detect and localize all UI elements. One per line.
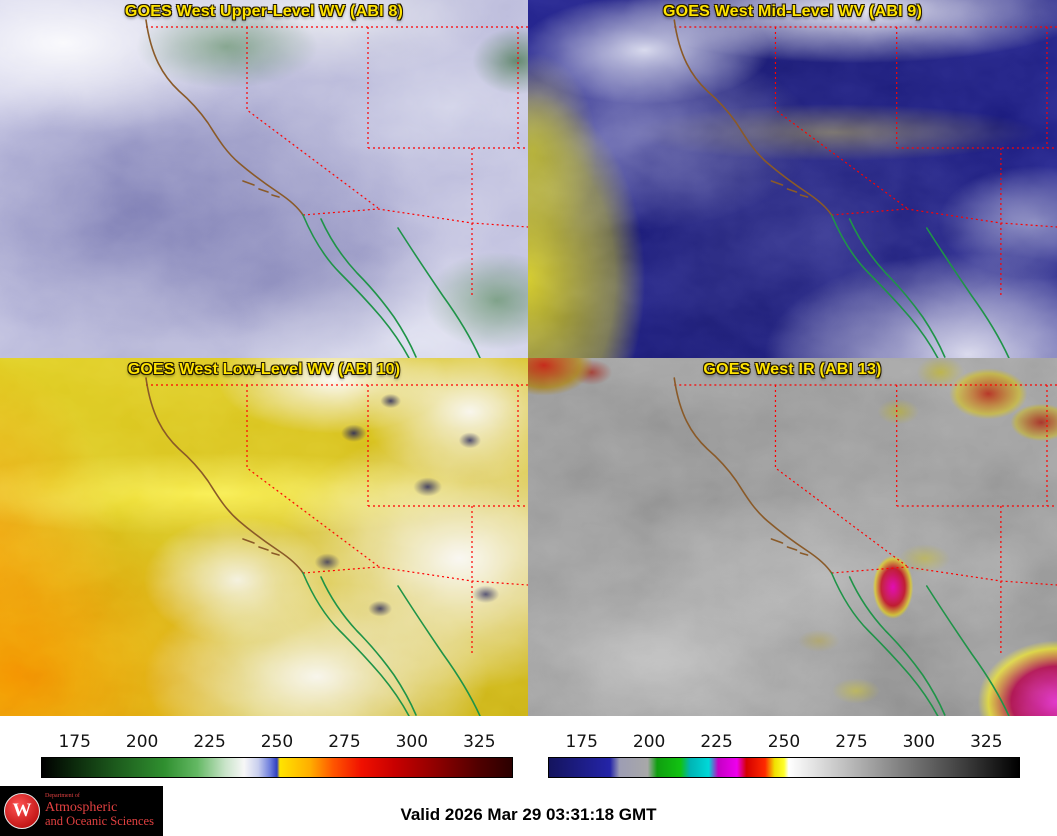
tick-label: 175 xyxy=(565,732,598,752)
tick-label: 250 xyxy=(260,732,294,752)
panel-title-abi9: GOES West Mid-Level WV (ABI 9) xyxy=(662,3,923,20)
uw-crest-icon: W xyxy=(4,793,40,829)
tick-label: 200 xyxy=(125,732,159,752)
tick-label: 200 xyxy=(632,732,666,752)
tick-label: 325 xyxy=(463,732,496,752)
colorbar-gradient-ir xyxy=(548,757,1020,778)
logo-name-line2: and Oceanic Sciences xyxy=(45,814,154,829)
uw-aos-logo: W Department of Atmospheric and Oceanic … xyxy=(0,786,163,836)
panel-mid-level-wv: GOES West Mid-Level WV (ABI 9) xyxy=(528,0,1057,358)
panel-title-abi8: GOES West Upper-Level WV (ABI 8) xyxy=(124,3,404,20)
panel-ir: GOES West IR (ABI 13) xyxy=(528,358,1057,716)
colorbar-ir: 175 200 225 250 275 300 325 xyxy=(548,716,1020,778)
satellite-imagery-abi9 xyxy=(528,0,1057,358)
colorbar-wv: 175 200 225 250 275 300 325 xyxy=(41,716,513,778)
uw-aos-logo-text: Department of Atmospheric and Oceanic Sc… xyxy=(45,793,154,828)
tick-label: 175 xyxy=(58,732,91,752)
satellite-imagery-abi8 xyxy=(0,0,528,358)
tick-label: 225 xyxy=(193,732,226,752)
tick-label: 250 xyxy=(767,732,801,752)
colorbar-section: 175 200 225 250 275 300 325 175 200 225 … xyxy=(0,716,1057,781)
tick-label: 275 xyxy=(328,732,361,752)
panel-title-abi10: GOES West Low-Level WV (ABI 10) xyxy=(127,361,401,378)
panel-low-level-wv: GOES West Low-Level WV (ABI 10) xyxy=(0,358,528,716)
satellite-panel-grid: GOES West Upper-Level WV (ABI 8) xyxy=(0,0,1057,716)
tick-label: 300 xyxy=(395,732,429,752)
panel-title-abi13: GOES West IR (ABI 13) xyxy=(703,361,882,378)
tick-label: 300 xyxy=(902,732,936,752)
satellite-imagery-abi13 xyxy=(528,358,1057,716)
crest-letter: W xyxy=(12,800,32,821)
valid-timestamp: Valid 2026 Mar 29 03:31:18 GMT xyxy=(400,805,657,824)
logo-dept-line: Department of xyxy=(45,793,80,800)
footer: W Department of Atmospheric and Oceanic … xyxy=(0,781,1057,836)
tick-label: 225 xyxy=(700,732,733,752)
colorbar-gradient-wv xyxy=(41,757,513,778)
colorbar-ir-ticks: 175 200 225 250 275 300 325 xyxy=(548,716,1020,754)
satellite-imagery-abi10 xyxy=(0,358,528,716)
logo-name-line1: Atmospheric xyxy=(45,799,118,815)
tick-label: 325 xyxy=(970,732,1003,752)
tick-label: 275 xyxy=(835,732,868,752)
panel-upper-level-wv: GOES West Upper-Level WV (ABI 8) xyxy=(0,0,528,358)
colorbar-wv-ticks: 175 200 225 250 275 300 325 xyxy=(41,716,513,754)
